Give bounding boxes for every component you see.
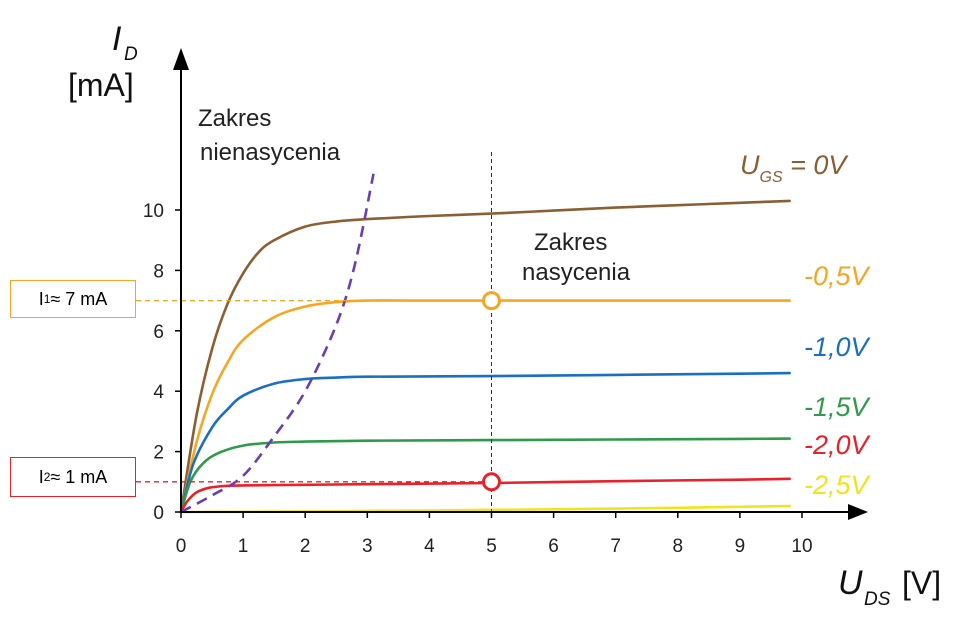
series-line-3 bbox=[179, 437, 791, 514]
series-line-1 bbox=[179, 299, 791, 514]
annotations: I D[mA] U DS [V] Zakres nienasycenia Zakres nasy… bbox=[68, 20, 941, 610]
y-axis-symbol: I bbox=[112, 20, 122, 58]
x-tick-label: 3 bbox=[362, 536, 373, 557]
y-tick-label: 6 bbox=[153, 322, 164, 343]
operating-point-marker-2 bbox=[482, 472, 501, 492]
series-label-5: -2,5V bbox=[804, 470, 872, 500]
x-axis-subscript: DS bbox=[864, 589, 891, 610]
y-axis-subscript: D bbox=[124, 44, 138, 65]
region-saturation-label: nasycenia bbox=[522, 259, 631, 286]
y-tick-label: 4 bbox=[153, 382, 164, 403]
x-tick-label: 9 bbox=[735, 536, 746, 557]
series-line-2 bbox=[179, 371, 791, 514]
x-tick-label: 0 bbox=[176, 536, 187, 557]
y-axis-arrow bbox=[173, 48, 189, 70]
series-line-4 bbox=[179, 477, 791, 514]
series-label-1: -0,5V bbox=[804, 261, 872, 291]
series-lines bbox=[179, 173, 791, 514]
y-tick-label: 10 bbox=[143, 201, 164, 222]
series-label-0: UGS = 0V bbox=[740, 150, 849, 186]
region-saturation-label: Zakres bbox=[534, 229, 607, 256]
callout-i2-text: ≈ 1 mA bbox=[50, 466, 108, 487]
callout-i2-sub: 2 bbox=[43, 470, 51, 484]
series-label-3: -1,5V bbox=[804, 392, 872, 422]
operating-point-marker-1 bbox=[482, 291, 501, 311]
series-label-4: -2,0V bbox=[804, 430, 872, 460]
series-line-0 bbox=[179, 199, 791, 514]
x-tick-label: 4 bbox=[424, 536, 435, 557]
x-tick-label: 6 bbox=[548, 536, 559, 557]
x-axis-arrow bbox=[848, 504, 868, 520]
region-triode-label: Zakres bbox=[198, 105, 271, 132]
callout-i1-sub: 1 bbox=[43, 292, 51, 306]
boundary-curve bbox=[180, 173, 375, 514]
guide-lines bbox=[136, 152, 492, 512]
x-tick-label: 1 bbox=[238, 536, 249, 557]
x-tick-label: 2 bbox=[300, 536, 311, 557]
callout-i1-text: ≈ 7 mA bbox=[50, 288, 108, 309]
axes bbox=[173, 48, 868, 520]
x-axis-symbol: U bbox=[838, 564, 863, 602]
series-labels: UGS = 0V -0,5V -1,0V -1,5V -2,0V -2,5V bbox=[740, 150, 872, 500]
x-axis-unit: [V] bbox=[902, 565, 941, 601]
callout-i2-symbol: I bbox=[38, 466, 44, 487]
x-tick-label: 10 bbox=[791, 536, 812, 557]
y-tick-label: 8 bbox=[153, 261, 164, 282]
markers bbox=[482, 291, 501, 492]
callout-i1-symbol: I bbox=[38, 288, 44, 309]
x-tick-label: 8 bbox=[673, 536, 684, 557]
y-tick-label: 0 bbox=[153, 503, 164, 524]
series-label-2: -1,0V bbox=[804, 332, 872, 362]
tick-labels: 0 1 2 3 4 5 6 7 8 9 10 0 2 4 6 8 10 bbox=[143, 201, 813, 557]
x-tick-label: 7 bbox=[610, 536, 621, 557]
y-tick-label: 2 bbox=[153, 443, 164, 464]
x-tick-label: 5 bbox=[486, 536, 497, 557]
y-axis-unit: [mA] bbox=[68, 67, 134, 103]
region-triode-label: nienasycenia bbox=[200, 139, 341, 166]
